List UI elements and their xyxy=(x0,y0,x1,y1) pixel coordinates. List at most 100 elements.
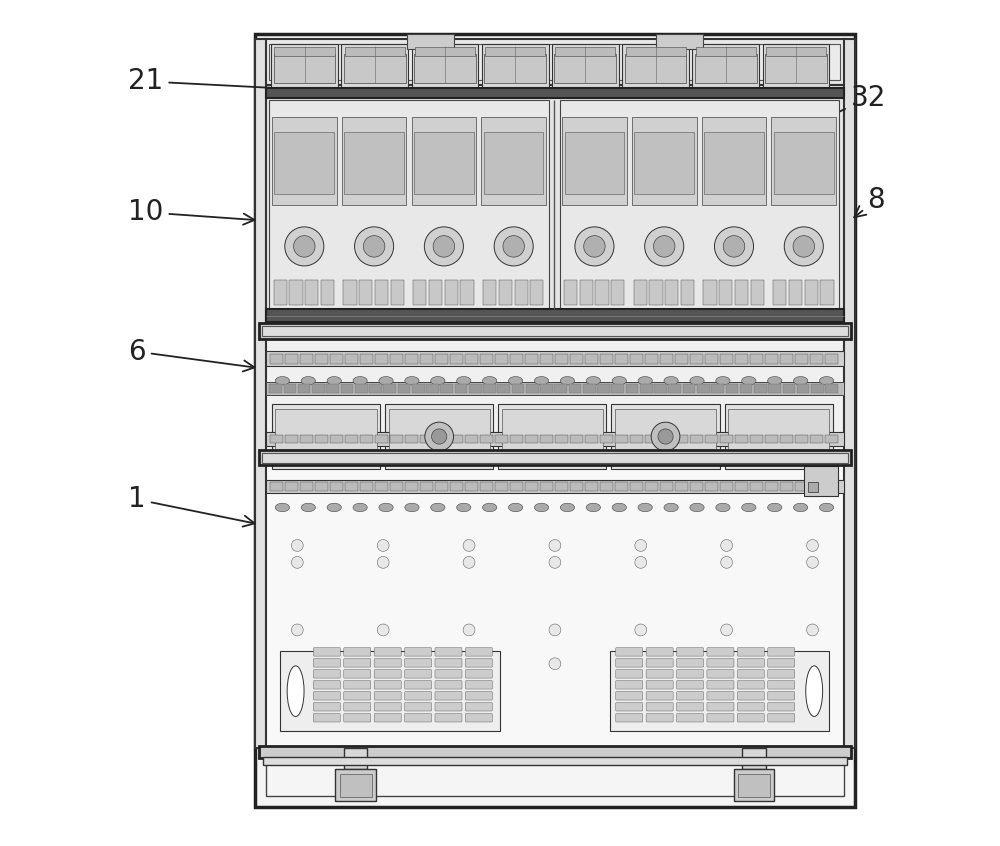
Bar xyxy=(704,132,764,195)
Ellipse shape xyxy=(819,503,834,512)
Bar xyxy=(525,435,538,443)
Bar xyxy=(345,47,405,56)
Bar xyxy=(335,769,376,801)
Ellipse shape xyxy=(327,503,341,512)
Bar xyxy=(765,54,827,83)
Circle shape xyxy=(377,540,389,552)
Circle shape xyxy=(807,540,818,552)
Bar xyxy=(763,44,829,88)
Bar xyxy=(751,280,764,305)
Ellipse shape xyxy=(716,376,730,385)
Bar xyxy=(754,384,767,393)
Bar xyxy=(420,435,433,443)
FancyBboxPatch shape xyxy=(344,670,371,678)
Ellipse shape xyxy=(664,376,678,385)
Ellipse shape xyxy=(560,376,575,385)
Circle shape xyxy=(463,557,475,569)
FancyBboxPatch shape xyxy=(313,680,340,689)
Bar xyxy=(435,482,448,491)
Bar xyxy=(385,404,493,470)
Bar xyxy=(735,435,748,443)
Ellipse shape xyxy=(612,376,626,385)
FancyBboxPatch shape xyxy=(737,659,764,667)
Bar xyxy=(321,280,334,305)
FancyBboxPatch shape xyxy=(435,691,462,700)
Circle shape xyxy=(721,557,733,569)
FancyBboxPatch shape xyxy=(768,648,795,656)
Circle shape xyxy=(584,236,605,257)
Bar xyxy=(702,117,766,205)
FancyBboxPatch shape xyxy=(707,691,734,700)
FancyBboxPatch shape xyxy=(677,680,704,689)
Ellipse shape xyxy=(301,503,315,512)
Bar xyxy=(615,435,628,443)
Bar xyxy=(330,482,343,491)
Bar xyxy=(480,435,493,443)
Bar xyxy=(610,651,829,731)
Ellipse shape xyxy=(742,376,756,385)
Circle shape xyxy=(432,429,447,444)
Bar xyxy=(675,482,688,491)
Bar xyxy=(600,482,613,491)
Bar xyxy=(455,384,467,393)
FancyBboxPatch shape xyxy=(313,659,340,667)
Bar xyxy=(728,409,829,464)
Bar xyxy=(280,651,500,731)
FancyBboxPatch shape xyxy=(465,680,492,689)
Ellipse shape xyxy=(638,376,652,385)
Bar xyxy=(660,482,673,491)
Bar xyxy=(540,435,553,443)
FancyBboxPatch shape xyxy=(405,691,432,700)
Bar xyxy=(414,54,476,83)
Bar xyxy=(525,482,538,491)
Bar xyxy=(554,384,567,393)
FancyBboxPatch shape xyxy=(737,702,764,711)
FancyBboxPatch shape xyxy=(677,713,704,722)
Bar xyxy=(270,354,283,364)
Ellipse shape xyxy=(457,376,471,385)
Bar xyxy=(345,482,358,491)
Bar xyxy=(750,354,763,364)
Bar xyxy=(485,47,545,56)
Bar xyxy=(640,384,653,393)
Bar xyxy=(645,354,658,364)
FancyBboxPatch shape xyxy=(374,648,401,656)
Bar xyxy=(820,280,834,305)
Bar xyxy=(390,435,403,443)
Bar xyxy=(626,47,686,56)
Bar xyxy=(705,354,718,364)
Circle shape xyxy=(291,624,303,636)
Ellipse shape xyxy=(768,503,782,512)
Bar xyxy=(315,354,328,364)
Bar xyxy=(795,354,808,364)
Ellipse shape xyxy=(483,503,497,512)
Bar xyxy=(484,132,543,195)
Bar xyxy=(259,746,851,758)
Bar xyxy=(810,435,823,443)
Bar xyxy=(630,354,643,364)
Bar xyxy=(255,35,855,807)
FancyBboxPatch shape xyxy=(344,680,371,689)
Ellipse shape xyxy=(431,376,445,385)
Bar xyxy=(632,117,697,205)
FancyBboxPatch shape xyxy=(435,670,462,678)
Bar xyxy=(440,384,453,393)
Bar xyxy=(540,354,553,364)
Bar xyxy=(555,435,568,443)
Bar xyxy=(808,482,818,492)
FancyBboxPatch shape xyxy=(677,648,704,656)
FancyBboxPatch shape xyxy=(768,659,795,667)
Bar xyxy=(375,435,388,443)
Bar xyxy=(569,384,581,393)
Bar xyxy=(797,384,809,393)
Text: 6: 6 xyxy=(128,338,255,371)
Bar xyxy=(510,435,523,443)
Ellipse shape xyxy=(353,503,367,512)
FancyBboxPatch shape xyxy=(374,680,401,689)
Bar xyxy=(420,482,433,491)
Circle shape xyxy=(424,227,463,266)
Bar xyxy=(540,384,553,393)
Bar xyxy=(266,382,844,395)
Circle shape xyxy=(721,540,733,552)
Circle shape xyxy=(784,227,823,266)
